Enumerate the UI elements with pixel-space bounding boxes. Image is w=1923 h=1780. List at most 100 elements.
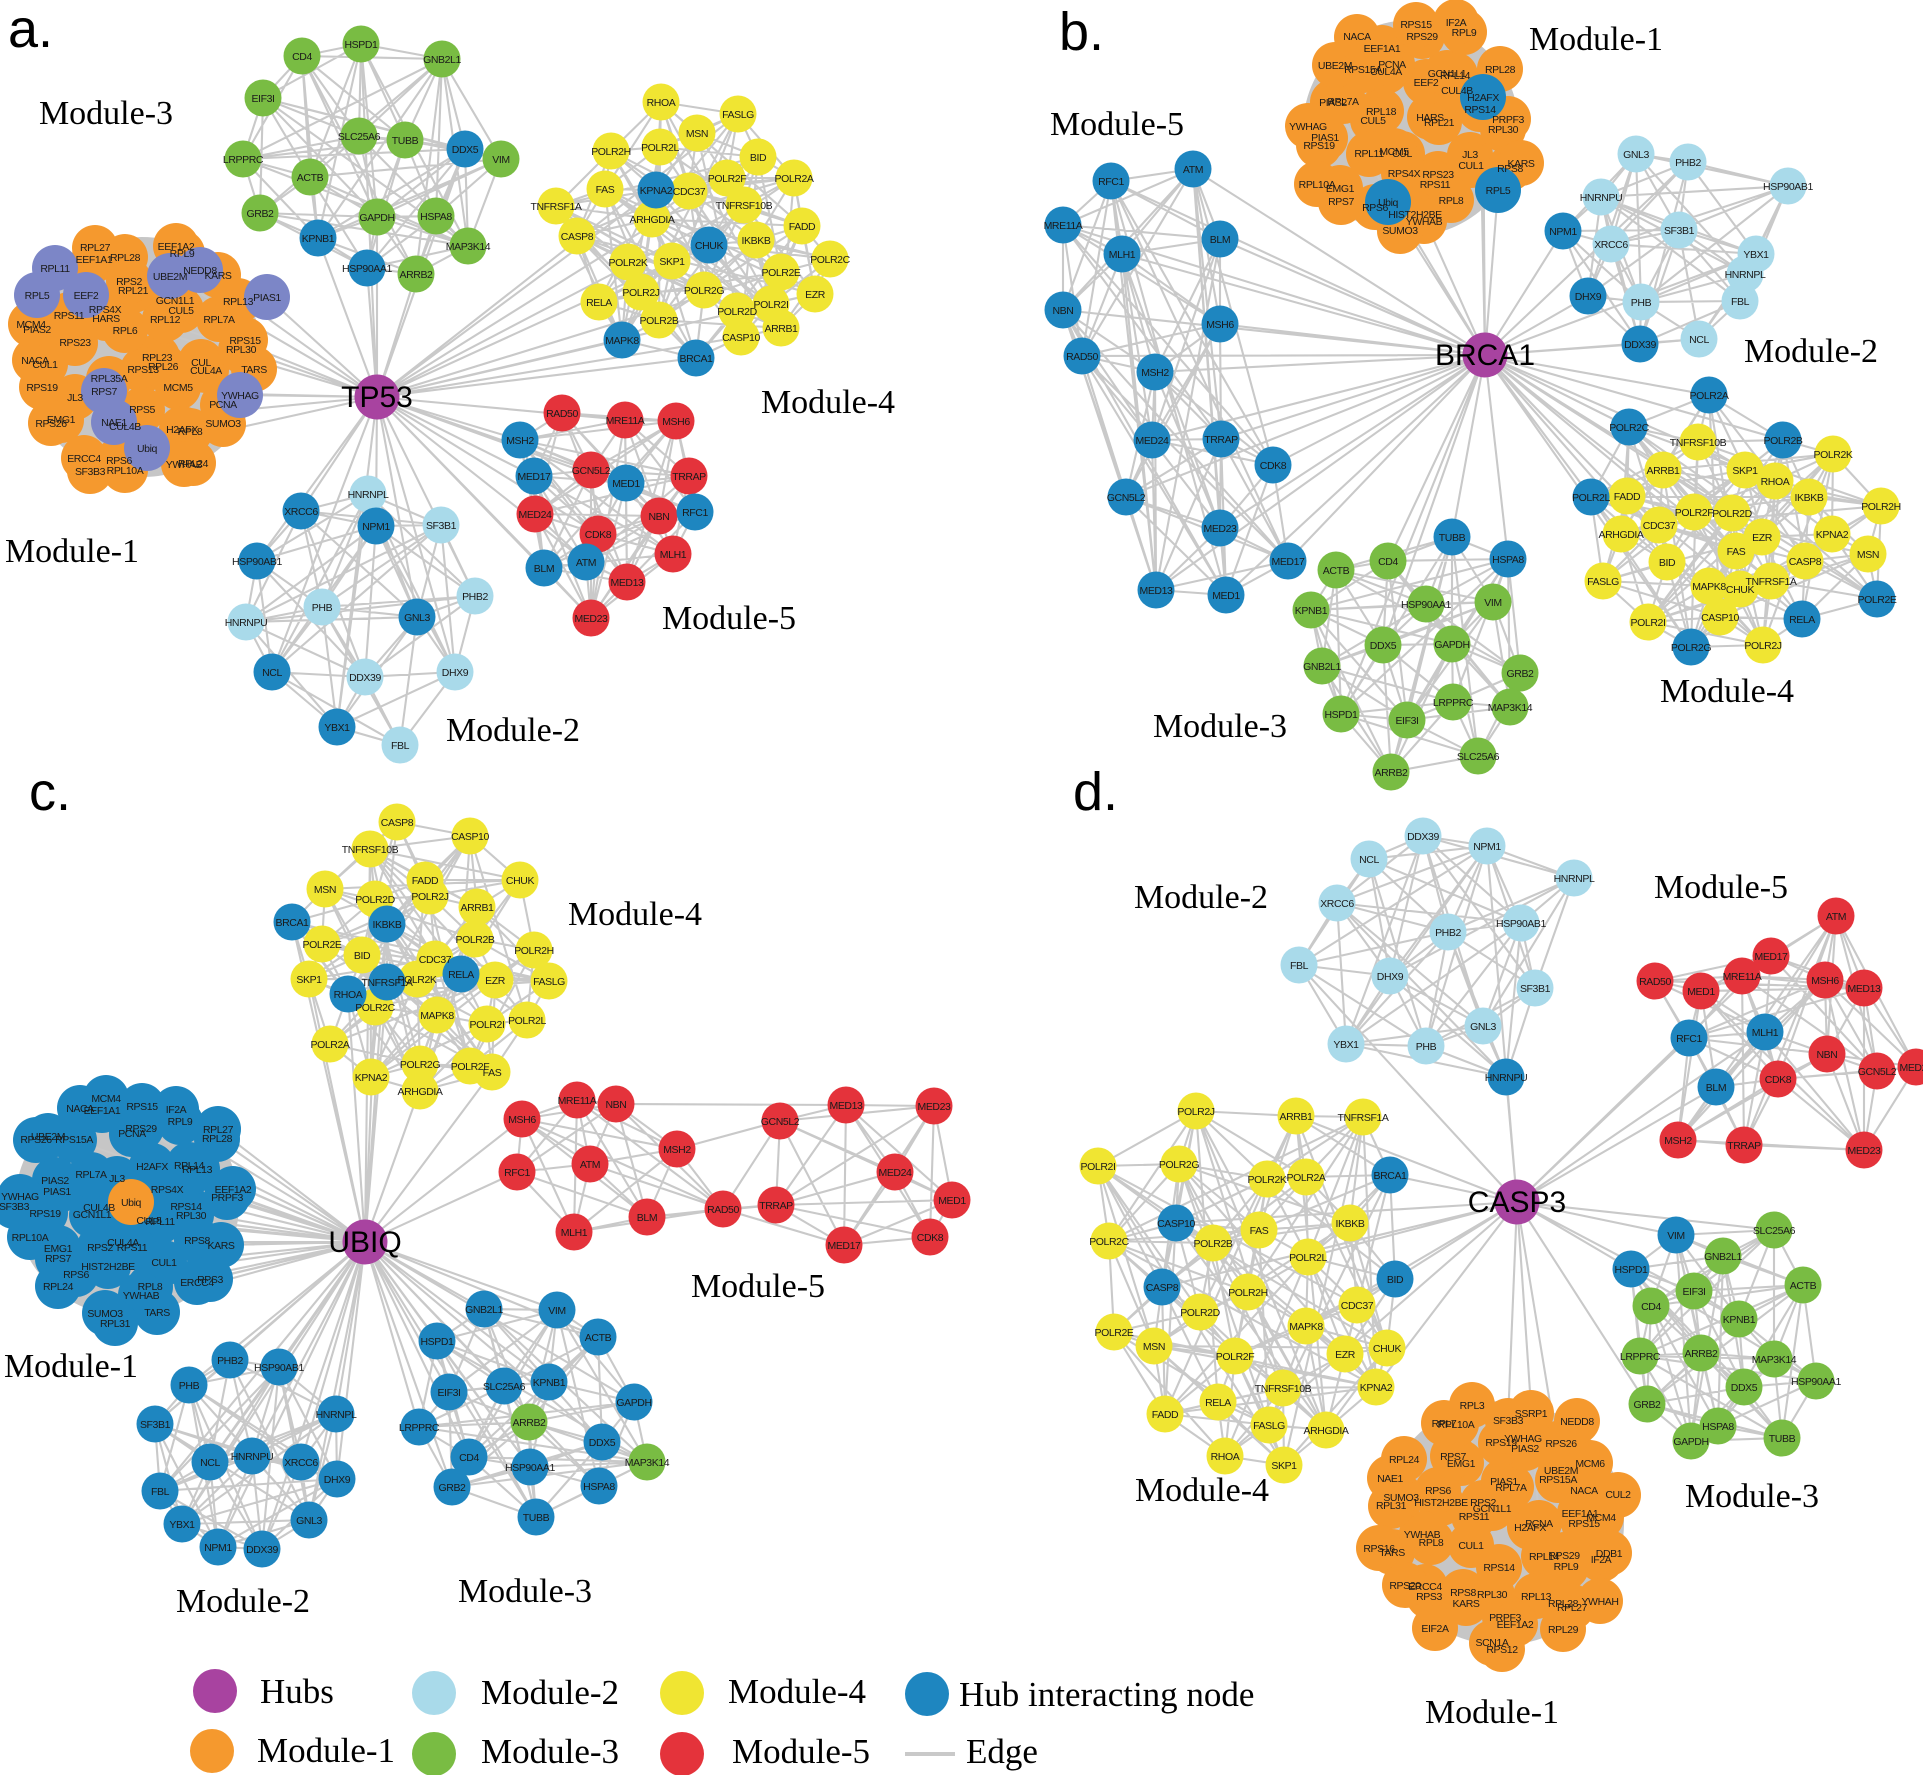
svg-text:RPS7: RPS7: [45, 1253, 71, 1265]
svg-text:GNB2L1: GNB2L1: [423, 54, 461, 66]
svg-text:SF3B1: SF3B1: [1664, 225, 1695, 237]
svg-text:RPS2: RPS2: [87, 1242, 113, 1254]
svg-text:RPS7: RPS7: [1328, 196, 1354, 208]
svg-text:ATM: ATM: [580, 1159, 600, 1171]
svg-text:MRE11A: MRE11A: [1044, 220, 1083, 232]
svg-text:BID: BID: [1387, 1274, 1404, 1286]
svg-text:RPL30: RPL30: [176, 1210, 207, 1222]
svg-text:EZR: EZR: [1752, 532, 1773, 544]
svg-text:CDC37: CDC37: [1341, 1300, 1374, 1312]
svg-text:RHOA: RHOA: [334, 989, 363, 1001]
svg-text:MAP3K14: MAP3K14: [1488, 702, 1533, 714]
svg-text:MED23: MED23: [1203, 523, 1237, 535]
svg-text:RPS20: RPS20: [1389, 1580, 1421, 1592]
svg-text:MSN: MSN: [1857, 549, 1879, 561]
svg-text:MLH1: MLH1: [1109, 249, 1136, 261]
svg-text:MAPK8: MAPK8: [1289, 1321, 1323, 1333]
svg-text:MCM5: MCM5: [163, 382, 193, 394]
svg-text:SLC25A6: SLC25A6: [1457, 751, 1500, 763]
svg-text:TUBB: TUBB: [1769, 1433, 1796, 1445]
svg-text:Module-1: Module-1: [4, 1348, 138, 1385]
svg-text:MSN: MSN: [1143, 1341, 1165, 1353]
svg-text:TNFRSF1A: TNFRSF1A: [530, 201, 581, 213]
svg-text:MSH6: MSH6: [662, 416, 690, 428]
svg-text:PHB2: PHB2: [217, 1355, 243, 1367]
svg-text:BID: BID: [750, 152, 767, 164]
svg-text:FAS: FAS: [596, 184, 615, 196]
svg-text:Module-3: Module-3: [1153, 708, 1287, 745]
svg-text:RPS19: RPS19: [29, 1208, 61, 1220]
svg-text:Module-1: Module-1: [5, 533, 139, 570]
svg-text:Ubiq: Ubiq: [121, 1197, 142, 1209]
svg-text:Module-4: Module-4: [728, 1672, 866, 1711]
svg-text:HSPD1: HSPD1: [344, 39, 378, 51]
svg-text:GNL3: GNL3: [1470, 1021, 1496, 1033]
svg-text:RPL24: RPL24: [178, 458, 209, 470]
svg-text:TRRAP: TRRAP: [672, 471, 706, 483]
svg-text:MRE11A: MRE11A: [606, 415, 645, 427]
svg-text:ACTB: ACTB: [297, 172, 324, 184]
svg-text:BID: BID: [354, 950, 371, 962]
svg-text:ARHGDIA: ARHGDIA: [397, 1086, 442, 1098]
svg-text:Module-2: Module-2: [176, 1583, 310, 1620]
svg-text:MCM4: MCM4: [91, 1093, 121, 1105]
svg-text:SF3B1: SF3B1: [140, 1419, 171, 1431]
svg-text:PIAS1: PIAS1: [253, 292, 281, 304]
svg-text:JL3: JL3: [109, 1173, 125, 1185]
svg-text:TNFRSF10B: TNFRSF10B: [716, 200, 773, 212]
svg-text:RPS15: RPS15: [126, 1101, 158, 1113]
svg-text:POLR2H: POLR2H: [1228, 1287, 1268, 1299]
svg-text:Hubs: Hubs: [260, 1672, 334, 1711]
svg-text:SKP1: SKP1: [1732, 465, 1758, 477]
svg-text:TP53: TP53: [341, 381, 413, 414]
svg-text:HNRNPL: HNRNPL: [1725, 269, 1766, 281]
svg-text:CASP3: CASP3: [1468, 1186, 1566, 1219]
svg-text:GRB2: GRB2: [247, 208, 275, 220]
svg-text:PHB2: PHB2: [1675, 157, 1701, 169]
svg-text:FADD: FADD: [1614, 491, 1641, 503]
svg-text:FASLG: FASLG: [1253, 1420, 1285, 1432]
svg-text:RHOA: RHOA: [1211, 1451, 1240, 1463]
svg-text:VIM: VIM: [548, 1305, 565, 1317]
svg-text:RPS23: RPS23: [59, 337, 91, 349]
svg-text:POLR2I: POLR2I: [1631, 617, 1666, 629]
svg-text:RAD50: RAD50: [1639, 976, 1671, 988]
svg-text:HNRNPU: HNRNPU: [1580, 192, 1623, 204]
svg-text:ATM: ATM: [1183, 164, 1203, 176]
svg-text:CASP10: CASP10: [1701, 612, 1739, 624]
svg-text:PCNA: PCNA: [1525, 1518, 1553, 1530]
svg-text:UBE2M: UBE2M: [153, 271, 187, 283]
svg-text:PHB2: PHB2: [462, 591, 488, 603]
svg-text:POLR2E: POLR2E: [1094, 1327, 1133, 1339]
svg-text:DDX5: DDX5: [1370, 640, 1397, 652]
svg-text:CASP8: CASP8: [1789, 556, 1822, 568]
svg-text:PHB: PHB: [179, 1380, 200, 1392]
svg-text:GNB2L1: GNB2L1: [1303, 661, 1341, 673]
svg-text:JL3: JL3: [67, 392, 83, 404]
svg-text:EIF3I: EIF3I: [1682, 1286, 1705, 1298]
svg-text:FASLG: FASLG: [1587, 576, 1619, 588]
svg-text:RPS6: RPS6: [63, 1269, 89, 1281]
svg-text:NEDD8: NEDD8: [1560, 1416, 1594, 1428]
svg-text:TARS: TARS: [241, 364, 267, 376]
svg-text:MAPK8: MAPK8: [420, 1010, 454, 1022]
svg-text:HNRNPL: HNRNPL: [348, 489, 389, 501]
svg-text:ARRB1: ARRB1: [1279, 1111, 1313, 1123]
svg-text:RPS6: RPS6: [1425, 1485, 1451, 1497]
svg-text:RPS5: RPS5: [129, 404, 155, 416]
svg-text:CHUK: CHUK: [695, 240, 724, 252]
svg-text:GAPDH: GAPDH: [1673, 1436, 1708, 1448]
svg-text:YWHAH: YWHAH: [1581, 1596, 1618, 1608]
svg-text:CUL1: CUL1: [151, 1257, 177, 1269]
svg-text:PHB: PHB: [312, 602, 333, 614]
svg-text:ATM: ATM: [1826, 911, 1846, 923]
svg-text:GRB2: GRB2: [1634, 1399, 1662, 1411]
svg-text:HSP90AA1: HSP90AA1: [1401, 599, 1451, 611]
svg-text:YWHAB: YWHAB: [123, 1290, 160, 1302]
svg-text:NACA: NACA: [66, 1103, 94, 1115]
svg-text:CDC37: CDC37: [673, 186, 706, 198]
svg-text:KARS: KARS: [205, 270, 232, 282]
svg-text:RPS8: RPS8: [184, 1235, 210, 1247]
svg-text:DDX5: DDX5: [452, 144, 479, 156]
svg-text:Module-5: Module-5: [1654, 869, 1788, 906]
